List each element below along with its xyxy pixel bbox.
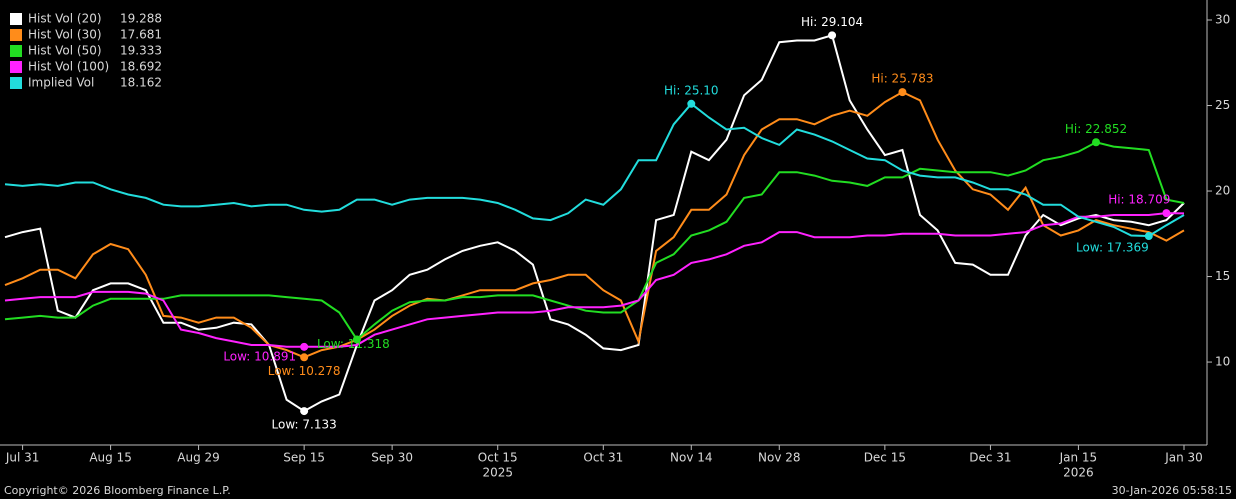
legend-name: Hist Vol (100) xyxy=(28,60,109,74)
y-tick-label: 30 xyxy=(1215,13,1230,27)
extreme-label: Hi: 25.783 xyxy=(871,72,933,86)
x-tick-label: Oct 31 xyxy=(583,451,623,465)
series-line xyxy=(4,90,1185,359)
footer-right: 30-Jan-2026 05:58:15 xyxy=(1112,484,1232,497)
x-year-label: 2025 xyxy=(482,466,513,480)
x-year-label: 2026 xyxy=(1063,466,1094,480)
y-tick-label: 20 xyxy=(1215,184,1230,198)
x-tick-label: Sep 30 xyxy=(371,451,413,465)
extreme-point xyxy=(1144,232,1153,241)
x-tick-label: Jan 15 xyxy=(1059,451,1098,465)
x-tick-label: Nov 14 xyxy=(670,451,713,465)
extreme-point xyxy=(300,353,309,362)
extreme-label: Hi: 22.852 xyxy=(1065,122,1127,136)
y-tick-label: 25 xyxy=(1215,98,1230,112)
x-tick-label: Jul 31 xyxy=(5,451,40,465)
x-tick-label: Dec 15 xyxy=(864,451,906,465)
extreme-label: Hi: 25.10 xyxy=(664,83,719,97)
footer-left: Copyright© 2026 Bloomberg Finance L.P. xyxy=(4,484,231,497)
legend-swatch xyxy=(10,77,22,89)
extreme-point xyxy=(1092,138,1101,147)
x-tick-label: Sep 15 xyxy=(283,451,325,465)
extreme-point xyxy=(352,335,361,344)
x-tick-label: Jan 30 xyxy=(1164,451,1203,465)
legend-value: 18.162 xyxy=(120,76,162,90)
x-tick-label: Dec 31 xyxy=(969,451,1011,465)
y-tick-label: 10 xyxy=(1215,355,1230,369)
x-tick-label: Oct 15 xyxy=(478,451,518,465)
x-tick-label: Nov 28 xyxy=(758,451,801,465)
x-tick-label: Aug 29 xyxy=(177,451,220,465)
legend-swatch xyxy=(10,45,22,57)
extreme-label: Low: 17.369 xyxy=(1076,241,1149,255)
extreme-label: Low: 10.278 xyxy=(268,364,341,378)
extreme-label: Low: 7.133 xyxy=(272,418,337,432)
legend-value: 19.288 xyxy=(120,12,162,26)
y-tick-label: 15 xyxy=(1215,269,1230,283)
extreme-point xyxy=(687,99,696,108)
legend-bg xyxy=(2,4,166,90)
series-line xyxy=(4,141,1185,342)
legend-name: Hist Vol (30) xyxy=(28,28,102,42)
extreme-point xyxy=(898,88,907,97)
legend-name: Implied Vol xyxy=(28,76,94,90)
legend-name: Hist Vol (20) xyxy=(28,12,102,26)
legend-swatch xyxy=(10,13,22,25)
legend: Hist Vol (20) 19.288 Hist Vol (30) 17.681 Hi… xyxy=(2,4,166,90)
extreme-point xyxy=(300,407,309,416)
series-line xyxy=(4,102,1185,238)
x-tick-label: Aug 15 xyxy=(89,451,132,465)
legend-swatch xyxy=(10,29,22,41)
extreme-label: Hi: 29.104 xyxy=(801,15,863,29)
legend-value: 17.681 xyxy=(120,28,162,42)
series-line xyxy=(4,212,1185,348)
legend-value: 18.692 xyxy=(120,60,162,74)
extreme-label: Low: 10.891 xyxy=(223,349,296,363)
extreme-label: Low: 11.318 xyxy=(317,337,390,351)
extreme-point xyxy=(1162,209,1171,218)
legend-name: Hist Vol (50) xyxy=(28,44,102,58)
extreme-point xyxy=(828,31,837,40)
series-line xyxy=(4,34,1185,413)
extreme-point xyxy=(300,342,309,351)
legend-value: 19.333 xyxy=(120,44,162,58)
legend-swatch xyxy=(10,61,22,73)
extreme-label: Hi: 18.709 xyxy=(1108,193,1170,207)
